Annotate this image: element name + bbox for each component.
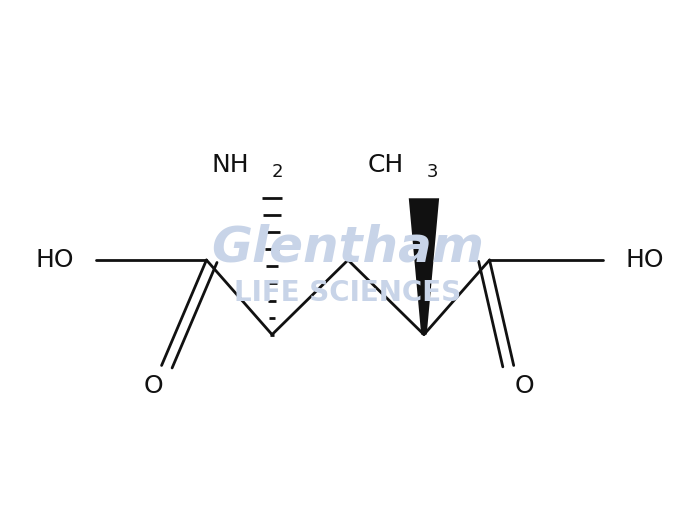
Text: 3: 3 [427,163,438,180]
Text: HO: HO [626,248,664,272]
Text: CH: CH [368,153,404,177]
Text: LIFE SCIENCES: LIFE SCIENCES [235,279,461,307]
Text: HO: HO [35,248,74,272]
Text: O: O [143,374,163,398]
Polygon shape [409,198,439,334]
Text: O: O [514,374,534,398]
Text: NH: NH [212,153,249,177]
Text: 2: 2 [272,163,283,180]
Text: Glentham: Glentham [212,223,484,271]
